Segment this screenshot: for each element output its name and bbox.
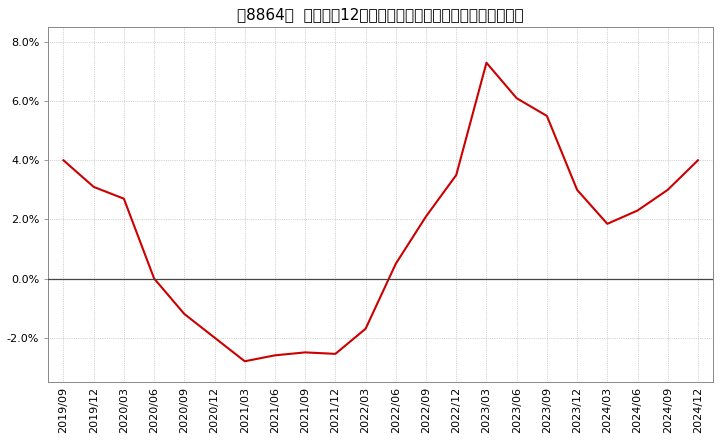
Title: ［8864］  売上高の12か月移動合計の対前年同期増減率の推移: ［8864］ 売上高の12か月移動合計の対前年同期増減率の推移 bbox=[238, 7, 524, 22]
